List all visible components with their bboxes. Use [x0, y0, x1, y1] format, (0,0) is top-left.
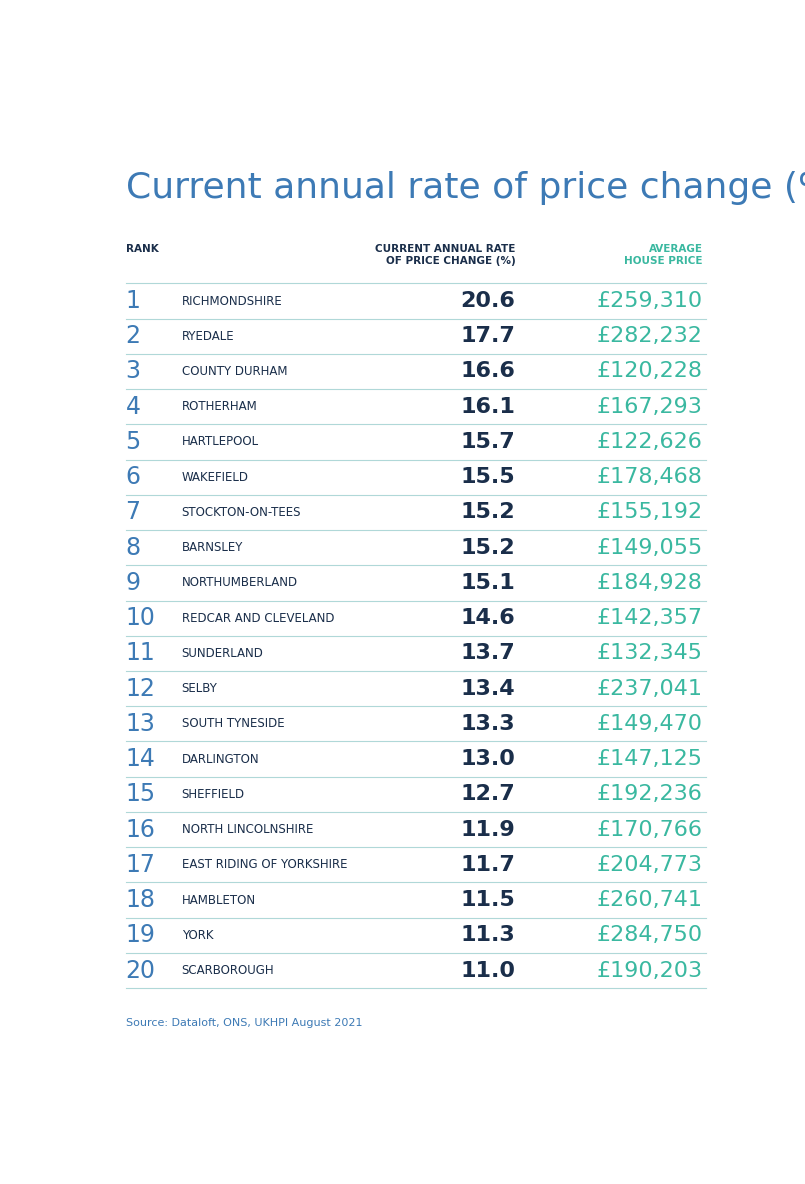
Text: £184,928: £184,928	[597, 573, 703, 593]
Text: £178,468: £178,468	[597, 468, 703, 487]
Text: 13.0: 13.0	[460, 749, 515, 770]
Text: 11.3: 11.3	[460, 925, 515, 945]
Text: 12: 12	[126, 676, 155, 701]
Text: 16.1: 16.1	[460, 397, 515, 417]
Text: 4: 4	[126, 394, 141, 419]
Text: 13.7: 13.7	[460, 643, 515, 663]
Text: Source: Dataloft, ONS, UKHPI August 2021: Source: Dataloft, ONS, UKHPI August 2021	[126, 1018, 362, 1028]
Text: SELBY: SELBY	[182, 682, 217, 695]
Text: NORTHUMBERLAND: NORTHUMBERLAND	[182, 577, 298, 590]
Text: 11.5: 11.5	[460, 890, 515, 910]
Text: 16.6: 16.6	[460, 361, 515, 381]
Text: £260,741: £260,741	[597, 890, 703, 910]
Text: £167,293: £167,293	[597, 397, 703, 417]
Text: NORTH LINCOLNSHIRE: NORTH LINCOLNSHIRE	[182, 823, 313, 836]
Text: £120,228: £120,228	[597, 361, 703, 381]
Text: £149,470: £149,470	[597, 714, 703, 734]
Text: £204,773: £204,773	[597, 855, 703, 875]
Text: HARTLEPOOL: HARTLEPOOL	[182, 436, 259, 449]
Text: £122,626: £122,626	[597, 432, 703, 452]
Text: 13.3: 13.3	[461, 714, 515, 734]
Text: 13: 13	[126, 712, 155, 735]
Text: £147,125: £147,125	[597, 749, 703, 770]
Text: £170,766: £170,766	[597, 819, 703, 839]
Text: 16: 16	[126, 818, 155, 842]
Text: 11: 11	[126, 642, 155, 665]
Text: 15.2: 15.2	[461, 538, 515, 558]
Text: SHEFFIELD: SHEFFIELD	[182, 787, 245, 800]
Text: SUNDERLAND: SUNDERLAND	[182, 646, 263, 659]
Text: 19: 19	[126, 924, 155, 947]
Text: £192,236: £192,236	[597, 784, 703, 804]
Text: WAKEFIELD: WAKEFIELD	[182, 471, 249, 484]
Text: 8: 8	[126, 535, 141, 560]
Text: 10: 10	[126, 606, 155, 630]
Text: 3: 3	[126, 360, 141, 384]
Text: 1: 1	[126, 289, 140, 313]
Text: HAMBLETON: HAMBLETON	[182, 894, 256, 907]
Text: COUNTY DURHAM: COUNTY DURHAM	[182, 365, 287, 378]
Text: 9: 9	[126, 571, 141, 594]
Text: RICHMONDSHIRE: RICHMONDSHIRE	[182, 295, 283, 308]
Text: EAST RIDING OF YORKSHIRE: EAST RIDING OF YORKSHIRE	[182, 858, 347, 871]
Text: 17: 17	[126, 852, 155, 877]
Text: £142,357: £142,357	[597, 609, 703, 629]
Text: 15.7: 15.7	[460, 432, 515, 452]
Text: SOUTH TYNESIDE: SOUTH TYNESIDE	[182, 718, 284, 731]
Text: 15.2: 15.2	[461, 502, 515, 522]
Text: £282,232: £282,232	[597, 327, 703, 346]
Text: £284,750: £284,750	[597, 925, 703, 945]
Text: 2: 2	[126, 324, 141, 348]
Text: SCARBOROUGH: SCARBOROUGH	[182, 964, 275, 977]
Text: 18: 18	[126, 888, 155, 912]
Text: 5: 5	[126, 430, 141, 453]
Text: 15.5: 15.5	[461, 468, 515, 487]
Text: 11.0: 11.0	[460, 960, 515, 980]
Text: 17.7: 17.7	[460, 327, 515, 346]
Text: YORK: YORK	[182, 928, 213, 941]
Text: 14.6: 14.6	[460, 609, 515, 629]
Text: 14: 14	[126, 747, 155, 771]
Text: £259,310: £259,310	[597, 291, 703, 311]
Text: 11.9: 11.9	[460, 819, 515, 839]
Text: 13.4: 13.4	[461, 678, 515, 699]
Text: £155,192: £155,192	[597, 502, 703, 522]
Text: 6: 6	[126, 465, 141, 489]
Text: 7: 7	[126, 501, 141, 525]
Text: ROTHERHAM: ROTHERHAM	[182, 400, 258, 413]
Text: 15: 15	[126, 783, 155, 806]
Text: AVERAGE
HOUSE PRICE: AVERAGE HOUSE PRICE	[624, 244, 703, 265]
Text: REDCAR AND CLEVELAND: REDCAR AND CLEVELAND	[182, 612, 334, 625]
Text: 11.7: 11.7	[460, 855, 515, 875]
Text: Current annual rate of price change (%): Current annual rate of price change (%)	[126, 172, 805, 205]
Text: CURRENT ANNUAL RATE
OF PRICE CHANGE (%): CURRENT ANNUAL RATE OF PRICE CHANGE (%)	[375, 244, 515, 265]
Text: DARLINGTON: DARLINGTON	[182, 753, 259, 766]
Text: £190,203: £190,203	[597, 960, 703, 980]
Text: BARNSLEY: BARNSLEY	[182, 541, 243, 554]
Text: £237,041: £237,041	[597, 678, 703, 699]
Text: 20: 20	[126, 959, 155, 983]
Text: £149,055: £149,055	[597, 538, 703, 558]
Text: RANK: RANK	[126, 244, 159, 255]
Text: RYEDALE: RYEDALE	[182, 330, 234, 342]
Text: 15.1: 15.1	[460, 573, 515, 593]
Text: £132,345: £132,345	[597, 643, 703, 663]
Text: 20.6: 20.6	[460, 291, 515, 311]
Text: 12.7: 12.7	[460, 784, 515, 804]
Text: STOCKTON-ON-TEES: STOCKTON-ON-TEES	[182, 506, 301, 519]
